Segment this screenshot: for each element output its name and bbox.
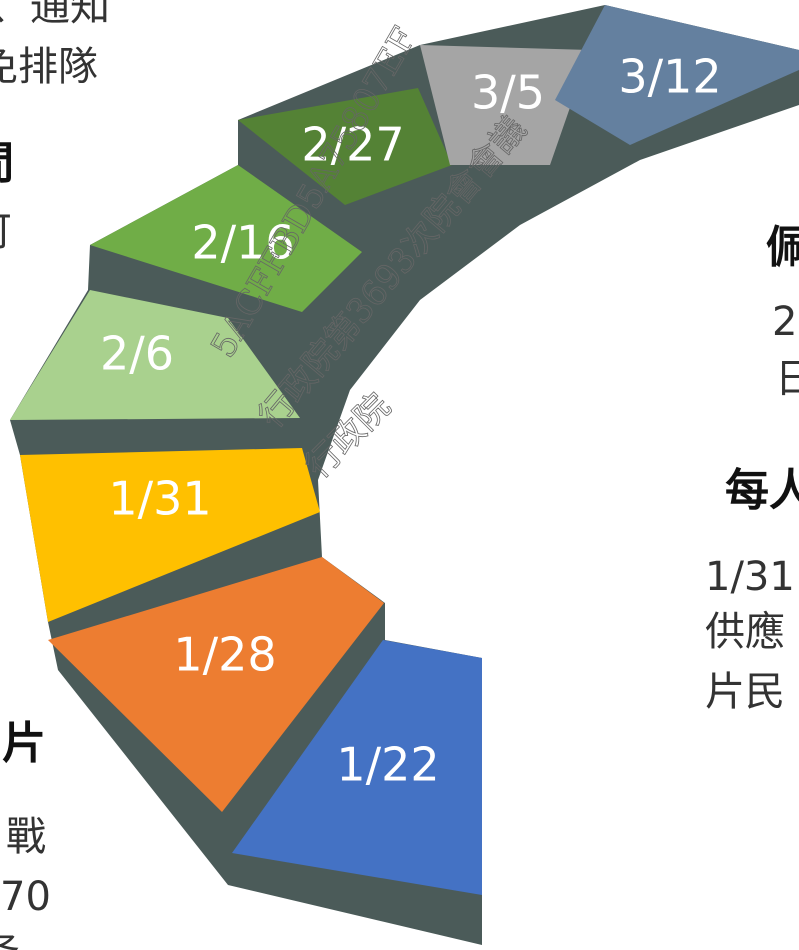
- stair-step: [20, 448, 320, 622]
- right-text: 2: [772, 299, 797, 345]
- left-text: 可: [0, 209, 12, 255]
- step-label: 1/31: [108, 472, 211, 526]
- step-label: 1/28: [173, 628, 276, 682]
- left-text: 、通知: [0, 0, 110, 30]
- stair-step: [232, 640, 482, 895]
- right-text: 1/31: [705, 554, 795, 600]
- step-label: 2/16: [191, 216, 294, 270]
- right-text: 佩: [766, 222, 799, 273]
- step-label: 2/6: [100, 327, 174, 381]
- stair-step: [238, 88, 452, 205]
- left-text: 务: [0, 929, 20, 950]
- stair-step: [48, 557, 384, 812]
- left-text: 間: [0, 138, 14, 189]
- stair-step: [555, 5, 799, 145]
- left-text: 戰: [6, 814, 46, 860]
- step-label: 2/27: [301, 118, 404, 172]
- stair-step: [420, 45, 590, 165]
- left-text: 片: [2, 718, 46, 769]
- step-label: 3/5: [471, 66, 545, 120]
- right-text: 供應: [705, 609, 785, 655]
- step-label: 1/22: [336, 738, 439, 792]
- stair-step: [90, 165, 362, 312]
- left-text: 70: [0, 874, 51, 920]
- right-text: 片民: [705, 669, 785, 715]
- left-text: 免排隊: [0, 44, 98, 90]
- stair-step: [10, 290, 300, 420]
- step-label: 3/12: [618, 50, 721, 104]
- right-text: 日: [775, 356, 799, 402]
- right-text: 每人: [725, 465, 799, 516]
